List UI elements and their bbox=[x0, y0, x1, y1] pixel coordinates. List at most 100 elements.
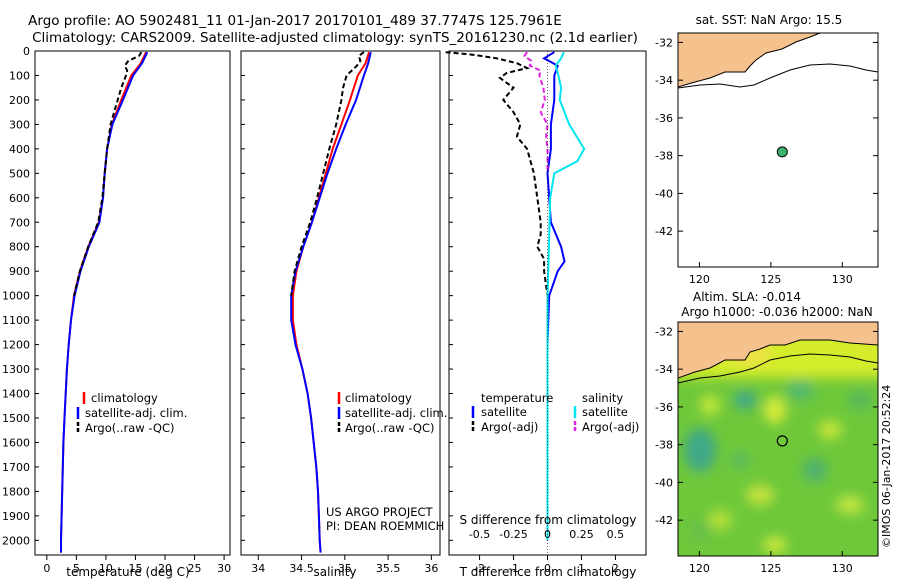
sla-map-subtitle: Argo h1000: -0.036 h2000: NaN bbox=[681, 305, 873, 319]
x-tick-label: 2 bbox=[612, 562, 619, 575]
australia-coast bbox=[677, 32, 821, 88]
depth-tick-label: 900 bbox=[9, 265, 30, 278]
temperature-legend: climatology satellite-adj. clim. Argo(..… bbox=[76, 391, 187, 435]
depth-contour bbox=[678, 353, 878, 384]
argo-line bbox=[73, 51, 143, 296]
lat-tick-label: -34 bbox=[655, 363, 673, 376]
lon-tick-label: 125 bbox=[760, 273, 781, 286]
difference-panel: -2 -1 0 1 2-0.5 -0.25 0 0.25 0.5 bbox=[445, 51, 625, 575]
t-difference-xlabel: T difference from climatology bbox=[459, 565, 637, 579]
depth-tick-label: 300 bbox=[9, 118, 30, 131]
legend-climatology: climatology bbox=[91, 391, 158, 405]
lat-tick-label: -40 bbox=[655, 187, 673, 200]
lon-tick-label: 120 bbox=[689, 273, 710, 286]
legend-climatology: climatology bbox=[345, 391, 412, 405]
sla-map-frame bbox=[677, 321, 879, 557]
legend-salinity-title: salinity bbox=[582, 391, 623, 405]
depth-tick-label: 1300 bbox=[2, 363, 30, 376]
sla-map-ticks: -32 -34 -36 -38 -40 -42 120 125 130 bbox=[655, 325, 878, 575]
salinity-panel: 34 34.5 35 35.5 36 bbox=[251, 51, 438, 575]
s-diff-tick-label: 0.25 bbox=[569, 528, 594, 541]
depth-tick-label: 1400 bbox=[2, 388, 30, 401]
sst-map-ticks: -32 -34 -36 -38 -40 -42 120 125 130 bbox=[655, 36, 878, 286]
legend-t-argo: Argo(-adj) bbox=[481, 420, 538, 434]
x-tick-label: 30 bbox=[217, 562, 231, 575]
temperature-axes bbox=[34, 50, 231, 556]
x-tick-label: 1 bbox=[578, 562, 585, 575]
depth-tick-label: 1700 bbox=[2, 461, 30, 474]
temperature-panel: 0 5 10 15 20 25 30 bbox=[43, 51, 231, 575]
depth-tick-label: 1000 bbox=[2, 290, 30, 303]
salinity-legend: climatology satellite-adj. clim. Argo(..… bbox=[337, 391, 447, 435]
s-satellite-line bbox=[546, 51, 586, 541]
argo-float-marker bbox=[776, 435, 788, 447]
lon-tick-label: 130 bbox=[832, 273, 853, 286]
depth-tick-label: 400 bbox=[9, 143, 30, 156]
pi-credit: PI: DEAN ROEMMICH bbox=[326, 519, 444, 533]
sla-map bbox=[678, 322, 878, 556]
lat-tick-label: -38 bbox=[655, 150, 673, 163]
s-diff-tick-label: -0.5 bbox=[469, 528, 490, 541]
sst-map-title: sat. SST: NaN Argo: 15.5 bbox=[696, 13, 843, 27]
lat-tick-label: -32 bbox=[655, 36, 673, 49]
legend-satellite: satellite-adj. clim. bbox=[345, 406, 447, 420]
temperature-xlabel: temperature (deg C) bbox=[66, 565, 189, 579]
climatology-subtitle: Climatology: CARS2009. Satellite-adjuste… bbox=[32, 30, 638, 46]
depth-tick-label: 600 bbox=[9, 192, 30, 205]
s-diff-tick-label: 0.5 bbox=[607, 528, 625, 541]
depth-tick-label: 1200 bbox=[2, 339, 30, 352]
s-argo-line bbox=[522, 51, 549, 174]
lat-tick-label: -36 bbox=[655, 401, 673, 414]
satellite-line bbox=[290, 51, 372, 553]
x-tick-label: 34.5 bbox=[289, 562, 314, 575]
lat-tick-label: -42 bbox=[655, 225, 673, 238]
legend-argo: Argo(..raw -QC) bbox=[85, 421, 175, 435]
argo-float-marker bbox=[776, 146, 788, 158]
s-difference-xlabel: S difference from climatology bbox=[460, 513, 637, 527]
s-diff-tick-label: -0.25 bbox=[499, 528, 527, 541]
depth-axis: 0 100 200 300 400 500 600 700 800 900 1000 1100 1200… bbox=[2, 45, 453, 547]
depth-tick-label: 100 bbox=[9, 69, 30, 82]
legend-satellite: satellite-adj. clim. bbox=[85, 406, 187, 420]
x-tick-label: 0 bbox=[43, 562, 50, 575]
depth-tick-label: 500 bbox=[9, 167, 30, 180]
sla-map-title: Altim. SLA: -0.014 bbox=[693, 290, 801, 304]
salinity-axes bbox=[240, 50, 441, 556]
depth-tick-label: 1900 bbox=[2, 510, 30, 523]
legend-s-satellite: satellite bbox=[582, 405, 628, 419]
lon-tick-label: 130 bbox=[832, 562, 853, 575]
satellite-line bbox=[60, 51, 149, 553]
depth-tick-label: 800 bbox=[9, 241, 30, 254]
x-tick-label: 5 bbox=[73, 562, 80, 575]
lat-tick-label: -36 bbox=[655, 112, 673, 125]
depth-tick-label: 1600 bbox=[2, 436, 30, 449]
lat-tick-label: -42 bbox=[655, 514, 673, 527]
difference-legend: temperature satellite Argo(-adj) salinit… bbox=[471, 391, 639, 434]
sst-map bbox=[677, 32, 879, 268]
legend-t-satellite: satellite bbox=[481, 405, 527, 419]
x-tick-label: 0 bbox=[544, 562, 551, 575]
depth-tick-label: 1500 bbox=[2, 412, 30, 425]
depth-tick-label: 200 bbox=[9, 94, 30, 107]
x-tick-label: 25 bbox=[188, 562, 202, 575]
x-tick-label: 35 bbox=[338, 562, 352, 575]
x-tick-label: 10 bbox=[99, 562, 113, 575]
depth-tick-label: 1100 bbox=[2, 314, 30, 327]
salinity-xlabel: salinity bbox=[313, 565, 356, 579]
depth-tick-label: 1800 bbox=[2, 485, 30, 498]
x-tick-label: 35.5 bbox=[376, 562, 401, 575]
lat-tick-label: -32 bbox=[655, 325, 673, 338]
lat-tick-label: -38 bbox=[655, 439, 673, 452]
argo-line bbox=[290, 51, 365, 296]
x-tick-label: 15 bbox=[128, 562, 142, 575]
x-tick-label: -1 bbox=[508, 562, 519, 575]
legend-s-argo: Argo(-adj) bbox=[582, 420, 639, 434]
depth-tick-label: 2000 bbox=[2, 534, 30, 547]
climatology-line bbox=[291, 51, 371, 553]
project-credit: US ARGO PROJECT bbox=[326, 505, 434, 519]
lat-tick-label: -40 bbox=[655, 476, 673, 489]
x-tick-label: 36 bbox=[424, 562, 438, 575]
profile-title: Argo profile: AO 5902481_11 01-Jan-2017 … bbox=[28, 13, 562, 29]
depth-contour bbox=[677, 63, 879, 89]
